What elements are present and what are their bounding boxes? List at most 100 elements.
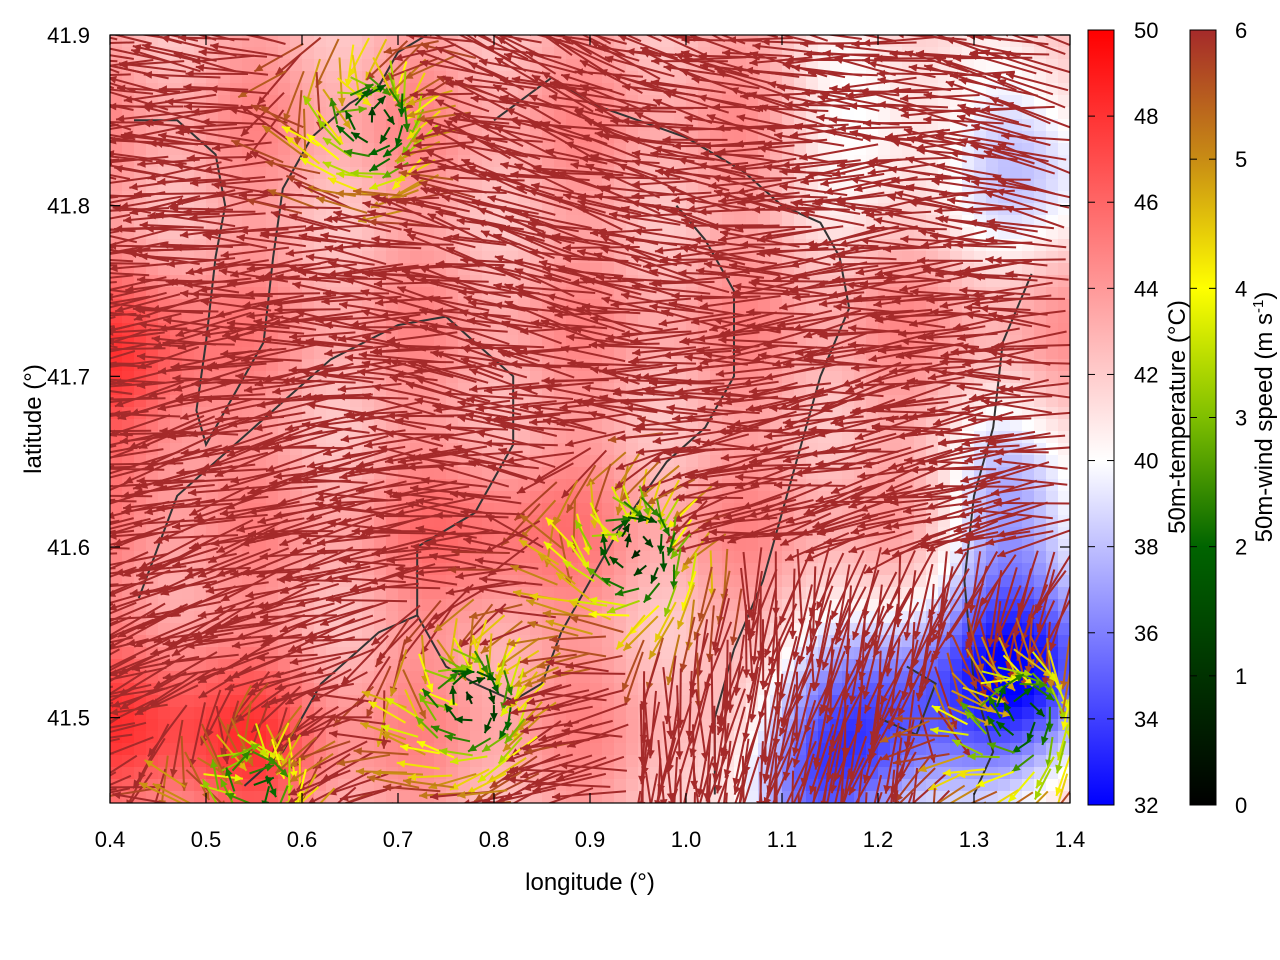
heatmap-cell — [998, 731, 1011, 744]
heatmap-cell — [662, 647, 675, 660]
heatmap-cell — [182, 611, 195, 624]
heatmap-cell — [1022, 371, 1035, 384]
heatmap-cell — [1022, 707, 1035, 720]
heatmap-cell — [434, 563, 447, 576]
heatmap-cell — [302, 59, 315, 72]
heatmap-cell — [698, 455, 711, 468]
heatmap-cell — [626, 611, 639, 624]
heatmap-cell — [326, 83, 339, 96]
heatmap-cell — [674, 635, 687, 648]
heatmap-cell — [182, 659, 195, 672]
heatmap-cell — [902, 251, 915, 264]
heatmap-cell — [158, 95, 171, 108]
heatmap-cell — [986, 611, 999, 624]
heatmap-cell — [434, 335, 447, 348]
heatmap-cell — [110, 107, 123, 120]
heatmap-cell — [398, 683, 411, 696]
heatmap-cell — [398, 251, 411, 264]
heatmap-cell — [242, 215, 255, 228]
heatmap-cell — [374, 107, 387, 120]
heatmap-cell — [218, 683, 231, 696]
heatmap-cell — [146, 707, 159, 720]
heatmap-cell — [182, 695, 195, 708]
heatmap-cell — [602, 779, 615, 792]
heatmap-cell — [1010, 455, 1023, 468]
heatmap-cell — [806, 143, 819, 156]
heatmap-cell — [530, 527, 543, 540]
heatmap-cell — [1022, 551, 1035, 564]
heatmap-cell — [914, 551, 927, 564]
heatmap-cell — [326, 71, 339, 84]
heatmap-cell — [374, 119, 387, 132]
heatmap-cell — [158, 491, 171, 504]
heatmap-cell — [194, 659, 207, 672]
heatmap-cell — [1010, 167, 1023, 180]
heatmap-cell — [602, 587, 615, 600]
heatmap-cell — [818, 35, 831, 48]
heatmap-cell — [1034, 563, 1047, 576]
heatmap-cell — [758, 539, 771, 552]
heatmap-cell — [134, 755, 147, 768]
heatmap-cell — [434, 755, 447, 768]
heatmap-cell — [626, 743, 639, 756]
heatmap-cell — [830, 371, 843, 384]
heatmap-cell — [878, 323, 891, 336]
heatmap-cell — [746, 539, 759, 552]
heatmap-cell — [578, 491, 591, 504]
heatmap-cell — [182, 311, 195, 324]
heatmap-cell — [1010, 431, 1023, 444]
heatmap-cell — [230, 647, 243, 660]
heatmap-cell — [506, 479, 519, 492]
heatmap-cell — [110, 419, 123, 432]
heatmap-cell — [926, 767, 939, 780]
heatmap-cell — [578, 455, 591, 468]
heatmap-cell — [746, 491, 759, 504]
heatmap-cell — [350, 155, 363, 168]
heatmap-cell — [878, 167, 891, 180]
heatmap-cell — [758, 299, 771, 312]
heatmap-cell — [158, 707, 171, 720]
heatmap-cell — [422, 251, 435, 264]
heatmap-cell — [698, 131, 711, 144]
heatmap-cell — [902, 35, 915, 48]
heatmap-cell — [578, 743, 591, 756]
heatmap-cell — [806, 371, 819, 384]
heatmap-cell — [1010, 779, 1023, 792]
heatmap-cell — [614, 347, 627, 360]
heatmap-cell — [1034, 743, 1047, 756]
heatmap-cell — [410, 791, 423, 803]
heatmap-cell — [518, 551, 531, 564]
heatmap-cell — [674, 587, 687, 600]
heatmap-cell — [158, 719, 171, 732]
heatmap-cell — [470, 707, 483, 720]
heatmap-cell — [230, 35, 243, 48]
heatmap-cell — [110, 779, 123, 792]
heatmap-cell — [386, 35, 399, 48]
heatmap-cell — [230, 71, 243, 84]
heatmap-cell — [158, 347, 171, 360]
heatmap-cell — [998, 755, 1011, 768]
heatmap-cell — [170, 167, 183, 180]
heatmap-cell — [158, 743, 171, 756]
heatmap-cell — [1034, 407, 1047, 420]
heatmap-cell — [842, 551, 855, 564]
heatmap-cell — [830, 431, 843, 444]
heatmap-cell — [302, 347, 315, 360]
heatmap-cell — [1034, 419, 1047, 432]
heatmap-cell — [602, 419, 615, 432]
heatmap-cell — [1022, 239, 1035, 252]
heatmap-cell — [914, 731, 927, 744]
heatmap-cell — [278, 35, 291, 48]
heatmap-cell — [614, 743, 627, 756]
heatmap-cell — [242, 59, 255, 72]
heatmap-cell — [998, 779, 1011, 792]
heatmap-cell — [878, 251, 891, 264]
heatmap-cell — [386, 587, 399, 600]
heatmap-cell — [1022, 95, 1035, 108]
heatmap-cell — [770, 299, 783, 312]
heatmap-cell — [386, 611, 399, 624]
heatmap-cell — [158, 443, 171, 456]
heatmap-cell — [350, 35, 363, 48]
heatmap-cell — [590, 443, 603, 456]
